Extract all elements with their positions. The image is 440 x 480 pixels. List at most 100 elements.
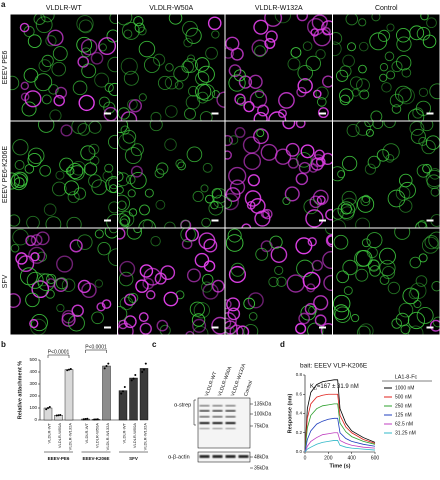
cell (34, 73, 53, 92)
cell (107, 248, 117, 267)
cell (10, 75, 20, 91)
cell (109, 184, 117, 193)
cell (355, 217, 371, 228)
cell (12, 139, 29, 156)
cell (284, 186, 300, 202)
cell (316, 97, 327, 107)
cell (314, 314, 327, 327)
cell (349, 76, 363, 90)
cell (334, 306, 351, 323)
cell (10, 243, 20, 253)
cell (202, 162, 213, 173)
panel-label: d (280, 340, 285, 349)
blot-band (212, 422, 223, 425)
scale-bar (426, 112, 434, 115)
cell (389, 93, 404, 108)
cell (415, 275, 428, 287)
scale-bar (104, 219, 111, 222)
cell (225, 192, 239, 211)
cell (138, 40, 156, 58)
blot-band (199, 410, 210, 412)
cell (226, 297, 241, 312)
x-tick-label: VLDLR-W132A (105, 423, 110, 451)
cell (26, 271, 44, 289)
cell (228, 64, 242, 78)
cell (56, 255, 74, 273)
cell (243, 323, 259, 335)
cell (339, 94, 351, 106)
cell (138, 219, 156, 228)
group-label: EEEV-K206E (82, 456, 109, 461)
replicate-point (105, 365, 108, 367)
cell (52, 46, 68, 62)
y-tick-label: 500 (29, 357, 37, 362)
cell (129, 172, 147, 189)
cell (66, 216, 82, 228)
cell (210, 200, 219, 210)
cell (128, 208, 138, 217)
replicate-point (82, 418, 85, 421)
cell (417, 219, 427, 228)
panel-label: b (1, 340, 6, 349)
cell (133, 16, 144, 27)
cell (186, 268, 201, 283)
y-axis-label: Response (nm) (287, 393, 293, 433)
cell (325, 228, 332, 235)
y-tick-label: 0.2 (296, 430, 303, 435)
cell (337, 201, 356, 219)
replicate-point (134, 374, 137, 376)
cell (26, 215, 40, 228)
cell (98, 37, 117, 56)
cell (25, 292, 40, 308)
cell (269, 235, 283, 249)
cell (342, 155, 358, 172)
micrograph (333, 228, 440, 335)
cell (41, 94, 52, 105)
replicate-point (57, 414, 60, 417)
cell (367, 155, 381, 169)
cell (276, 276, 287, 287)
cell (150, 111, 162, 121)
cell (408, 325, 424, 335)
blot-band (225, 422, 236, 425)
cell (25, 235, 37, 247)
cell (364, 163, 377, 175)
cell (81, 63, 97, 79)
cell (278, 92, 295, 109)
cell (425, 169, 440, 188)
cell (123, 29, 133, 39)
cell (12, 228, 29, 246)
x-tick-label: 200 (324, 455, 333, 461)
cell (211, 188, 223, 199)
cell (253, 128, 269, 145)
cell (102, 170, 113, 181)
cell (49, 109, 62, 121)
y-tick-label: 400 (29, 369, 37, 374)
cell (333, 32, 343, 45)
cell (424, 235, 439, 250)
cell (356, 78, 370, 93)
cell (194, 252, 210, 268)
cell (333, 208, 344, 220)
replicate-point (141, 371, 144, 373)
cell (15, 252, 28, 265)
cell (127, 99, 138, 110)
cell (29, 318, 39, 329)
cell (314, 149, 325, 161)
marker-label: 135kDa (254, 401, 271, 407)
cell (119, 260, 136, 277)
cell (118, 228, 126, 240)
replicate-point (143, 368, 145, 371)
scale-bar (104, 326, 111, 329)
actin-band (238, 455, 249, 458)
group-label: SFV (129, 456, 138, 461)
replicate-point (107, 362, 110, 365)
cell (343, 286, 353, 296)
cell (312, 89, 322, 99)
cell (107, 134, 117, 150)
column-label: VLDLR-W132A (255, 5, 303, 12)
cell (88, 143, 100, 155)
replicate-point (69, 368, 72, 370)
cell (321, 75, 332, 88)
micrograph (10, 121, 117, 228)
